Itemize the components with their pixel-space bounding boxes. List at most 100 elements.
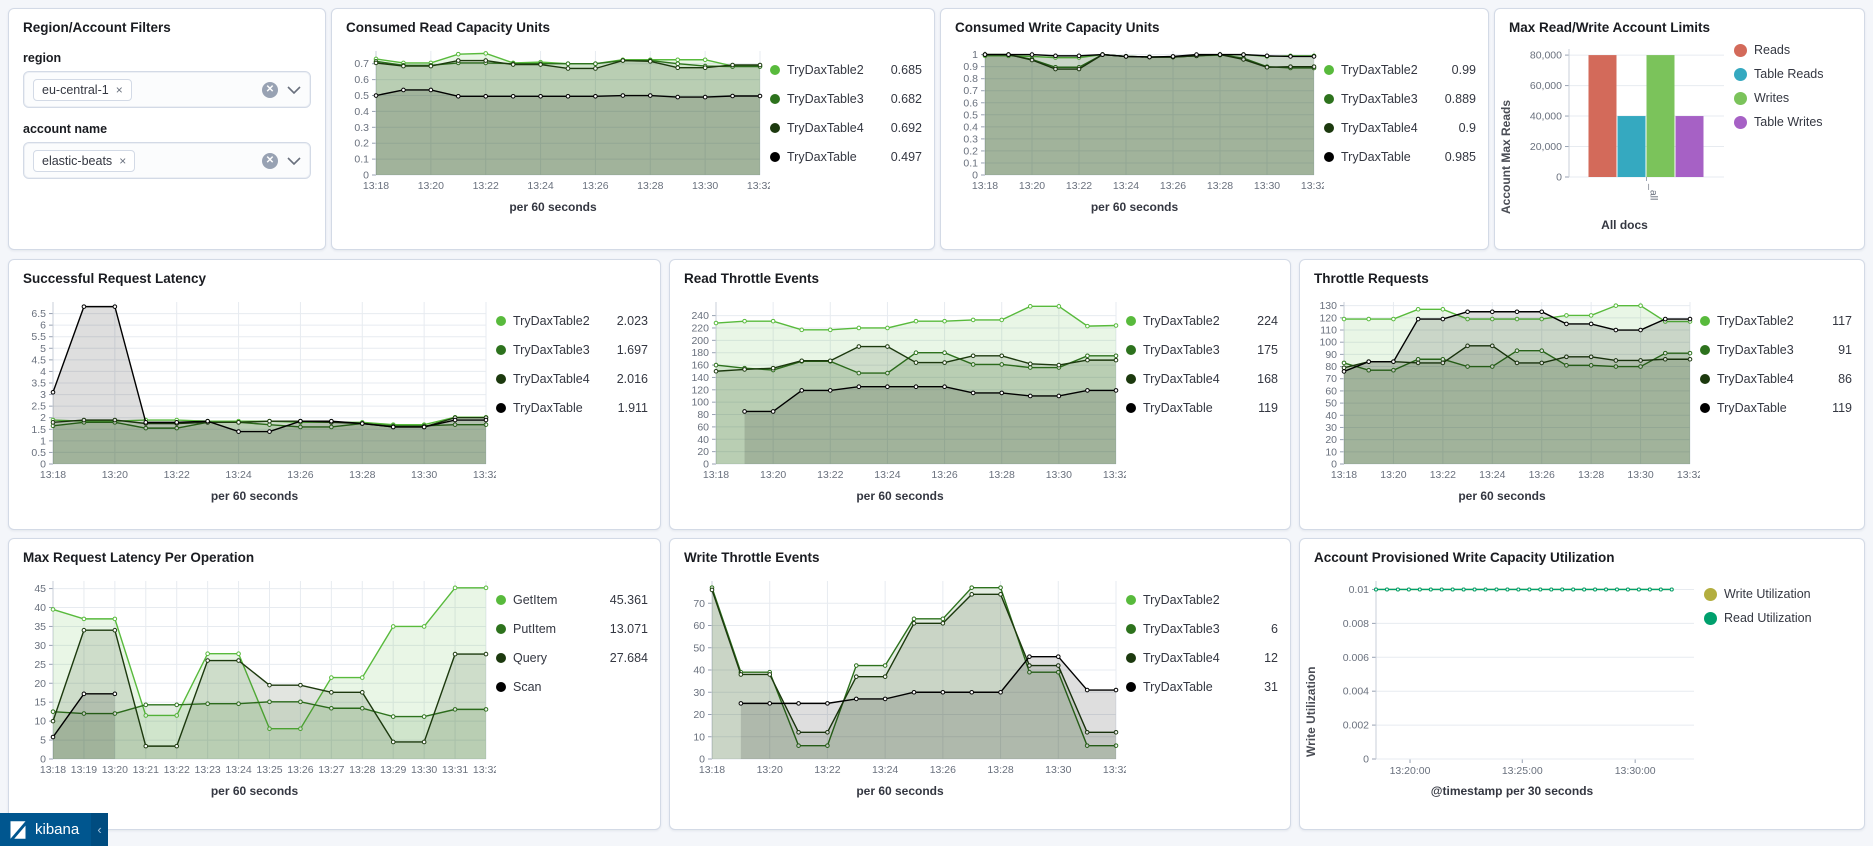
legend-series-name: TryDaxTable2 bbox=[1717, 314, 1794, 328]
legend-item[interactable]: TryDaxTable4 12 bbox=[1126, 651, 1278, 665]
legend-item[interactable]: TryDaxTable4 2.016 bbox=[496, 372, 648, 386]
svg-text:0.4: 0.4 bbox=[963, 121, 978, 133]
legend-item[interactable]: TryDaxTable2 0.685 bbox=[770, 63, 922, 77]
legend-item[interactable]: TryDaxTable3 175 bbox=[1126, 343, 1278, 357]
legend-series-value: 13.071 bbox=[609, 622, 648, 636]
legend-item[interactable]: TryDaxTable 1.911 bbox=[496, 401, 648, 415]
chevron-down-icon[interactable] bbox=[287, 85, 301, 94]
svg-text:13:18: 13:18 bbox=[1331, 469, 1357, 481]
svg-text:13:28: 13:28 bbox=[987, 764, 1013, 776]
region-filter-combobox[interactable]: eu-central-1 × ✕ bbox=[23, 71, 311, 108]
legend-item[interactable]: Scan bbox=[496, 680, 648, 694]
account-limits-bar-chart[interactable]: 0 20,000 40,000 60,000 80,000 _all bbox=[1515, 39, 1734, 215]
remove-account-pill-icon[interactable]: × bbox=[119, 153, 127, 168]
legend-series-name: TryDaxTable3 bbox=[1143, 343, 1220, 357]
svg-text:80: 80 bbox=[1325, 361, 1337, 373]
svg-text:10: 10 bbox=[1325, 446, 1337, 458]
write-throttle-chart[interactable]: 13:18 13:20 13:22 13:24 13:26 13:28 13:30 13:32… bbox=[674, 569, 1126, 781]
legend-item[interactable]: TryDaxTable4 0.692 bbox=[770, 121, 922, 135]
legend-series-name: Write Utilization bbox=[1724, 587, 1811, 601]
consumed-read-chart[interactable]: 13:18 13:20 13:22 13:24 13:26 13:28 13:30 13:32… bbox=[336, 39, 770, 197]
svg-text:13:22: 13:22 bbox=[817, 469, 843, 481]
legend-item[interactable]: TryDaxTable2 224 bbox=[1126, 314, 1278, 328]
x-axis-label: per 60 seconds bbox=[856, 784, 944, 798]
legend-series-value: 12 bbox=[1264, 651, 1278, 665]
panel-title: Throttle Requests bbox=[1314, 271, 1429, 286]
legend-item[interactable]: TryDaxTable 0.497 bbox=[770, 150, 922, 164]
capacity-utilization-chart[interactable]: 13:20:00 13:25:00 13:30:00 0 0.002 0.004 0.006… bbox=[1320, 569, 1704, 781]
legend-item[interactable]: TryDaxTable3 1.697 bbox=[496, 343, 648, 357]
region-filter-pill[interactable]: eu-central-1 × bbox=[33, 78, 132, 101]
chart-legend: TryDaxTable2 0.99 TryDaxTable3 0.889 TryDaxT… bbox=[1324, 39, 1478, 245]
account-filter-combobox[interactable]: elastic-beats × ✕ bbox=[23, 142, 311, 179]
legend-swatch-icon bbox=[1126, 316, 1136, 326]
svg-text:45: 45 bbox=[34, 583, 46, 595]
collapse-sidebar-button[interactable]: ‹ bbox=[91, 813, 108, 846]
panel-consumed-write-capacity-units: Consumed Write Capacity Units 13:18 13:20… bbox=[940, 8, 1489, 250]
svg-text:2.5: 2.5 bbox=[31, 401, 46, 413]
svg-text:13:24: 13:24 bbox=[225, 764, 251, 776]
legend-item[interactable]: TryDaxTable4 0.9 bbox=[1324, 121, 1476, 135]
legend-item[interactable]: TryDaxTable3 0.682 bbox=[770, 92, 922, 106]
legend-item[interactable]: Reads bbox=[1734, 43, 1852, 57]
legend-item[interactable]: TryDaxTable2 0.99 bbox=[1324, 63, 1476, 77]
legend-item[interactable]: Table Writes bbox=[1734, 115, 1852, 129]
legend-item[interactable]: TryDaxTable3 91 bbox=[1700, 343, 1852, 357]
legend-item[interactable]: TryDaxTable3 0.889 bbox=[1324, 92, 1476, 106]
panel-title: Account Provisioned Write Capacity Utili… bbox=[1314, 550, 1615, 565]
throttle-requests-chart[interactable]: 13:18 13:20 13:22 13:24 13:26 13:28 13:30 13:32… bbox=[1304, 290, 1700, 486]
legend-item[interactable]: TryDaxTable4 86 bbox=[1700, 372, 1852, 386]
consumed-write-chart[interactable]: 13:18 13:20 13:22 13:24 13:26 13:28 13:30 13:32… bbox=[945, 39, 1324, 197]
panel-title: Max Read/Write Account Limits bbox=[1509, 20, 1711, 35]
remove-region-pill-icon[interactable]: × bbox=[115, 82, 123, 97]
svg-text:60: 60 bbox=[693, 620, 705, 632]
svg-text:13:20: 13:20 bbox=[1019, 180, 1045, 192]
clear-region-selection-icon[interactable]: ✕ bbox=[262, 81, 278, 98]
legend-item[interactable]: Query 27.684 bbox=[496, 651, 648, 665]
kibana-logo-area[interactable]: kibana bbox=[0, 813, 91, 846]
svg-text:1.5: 1.5 bbox=[31, 424, 46, 436]
region-filter-pill-label: eu-central-1 bbox=[42, 82, 109, 97]
legend-series-value: 91 bbox=[1838, 343, 1852, 357]
legend-item[interactable]: Write Utilization bbox=[1704, 587, 1852, 601]
legend-item[interactable]: Table Reads bbox=[1734, 67, 1852, 81]
account-filter-pill[interactable]: elastic-beats × bbox=[33, 149, 136, 172]
legend-series-name: Reads bbox=[1754, 43, 1791, 57]
panel-title: Max Request Latency Per Operation bbox=[23, 550, 255, 565]
legend-item[interactable]: TryDaxTable2 bbox=[1126, 593, 1278, 607]
svg-text:13:25: 13:25 bbox=[256, 764, 282, 776]
legend-series-name: Read Utilization bbox=[1724, 611, 1812, 625]
legend-item[interactable]: Read Utilization bbox=[1704, 611, 1852, 625]
max-latency-chart[interactable]: 13:18 13:19 13:20 13:21 13:22 13:23 13:24 13:25… bbox=[13, 569, 496, 781]
svg-text:20: 20 bbox=[1325, 434, 1337, 446]
legend-item[interactable]: TryDaxTable3 6 bbox=[1126, 622, 1278, 636]
legend-item[interactable]: Writes bbox=[1734, 91, 1852, 105]
legend-item[interactable]: TryDaxTable 31 bbox=[1126, 680, 1278, 694]
legend-swatch-icon bbox=[770, 123, 780, 133]
svg-text:13:18: 13:18 bbox=[703, 469, 729, 481]
y-axis-title: Account Max Reads bbox=[1499, 99, 1513, 215]
legend-item[interactable]: TryDaxTable 0.985 bbox=[1324, 150, 1476, 164]
legend-item[interactable]: TryDaxTable2 2.023 bbox=[496, 314, 648, 328]
legend-item[interactable]: PutItem 13.071 bbox=[496, 622, 648, 636]
panel-title: Read Throttle Events bbox=[684, 271, 820, 286]
legend-item[interactable]: GetItem 45.361 bbox=[496, 593, 648, 607]
svg-text:13:28: 13:28 bbox=[1207, 180, 1233, 192]
legend-item[interactable]: TryDaxTable2 117 bbox=[1700, 314, 1852, 328]
read-throttle-chart[interactable]: 13:18 13:20 13:22 13:24 13:26 13:28 13:30 13:32… bbox=[674, 290, 1126, 486]
legend-item[interactable]: TryDaxTable 119 bbox=[1700, 401, 1852, 415]
legend-item[interactable]: TryDaxTable4 168 bbox=[1126, 372, 1278, 386]
chevron-down-icon[interactable] bbox=[287, 156, 301, 165]
legend-series-name: PutItem bbox=[513, 622, 557, 636]
clear-account-selection-icon[interactable]: ✕ bbox=[262, 152, 278, 169]
panel-max-request-latency-per-operation: Max Request Latency Per Operation 13:18 1… bbox=[8, 538, 661, 830]
success-latency-chart[interactable]: 13:18 13:20 13:22 13:24 13:26 13:28 13:30 13:32… bbox=[13, 290, 496, 486]
legend-swatch-icon bbox=[1734, 115, 1747, 129]
legend-series-name: Scan bbox=[513, 680, 542, 694]
svg-text:0.5: 0.5 bbox=[354, 90, 369, 102]
svg-text:13:20: 13:20 bbox=[102, 469, 128, 481]
legend-item[interactable]: TryDaxTable 119 bbox=[1126, 401, 1278, 415]
svg-text:13:24: 13:24 bbox=[874, 469, 900, 481]
svg-text:_all: _all bbox=[1648, 183, 1660, 200]
svg-text:13:30: 13:30 bbox=[411, 469, 437, 481]
